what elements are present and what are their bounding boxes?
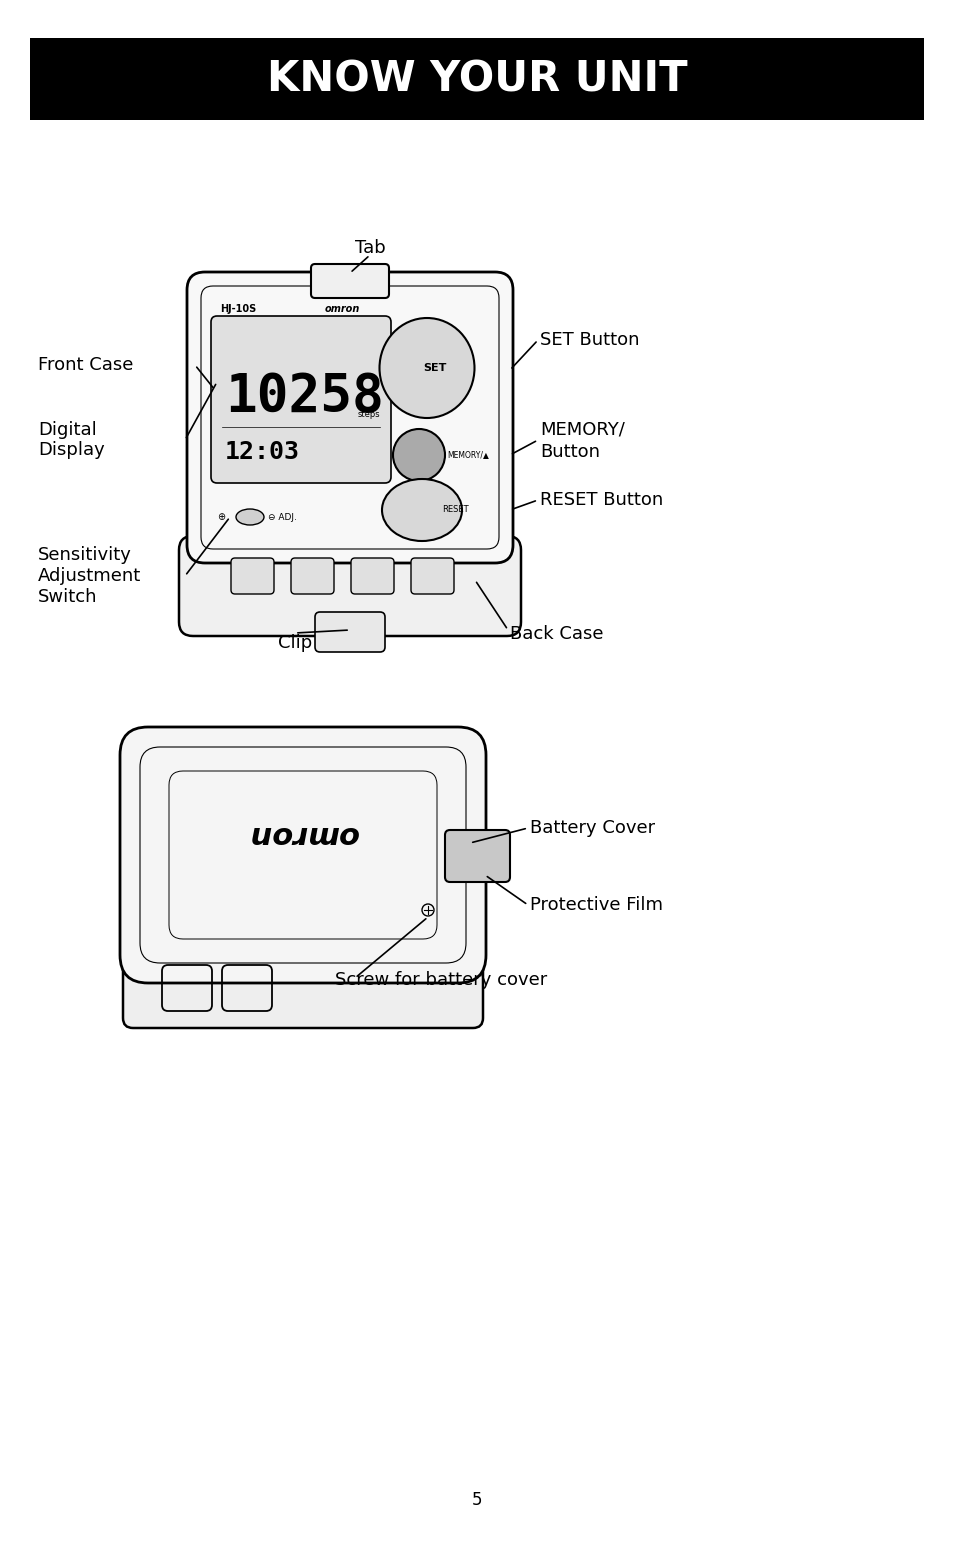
Text: steps: steps bbox=[357, 410, 379, 419]
Text: Clip: Clip bbox=[277, 634, 312, 652]
Text: SET: SET bbox=[423, 362, 446, 373]
Text: ⊖ ADJ.: ⊖ ADJ. bbox=[268, 512, 296, 521]
Text: 12:03: 12:03 bbox=[225, 439, 299, 464]
Text: omron: omron bbox=[325, 304, 360, 315]
Text: Front Case: Front Case bbox=[38, 356, 133, 375]
FancyBboxPatch shape bbox=[211, 316, 391, 483]
Text: Display: Display bbox=[38, 441, 105, 460]
Text: Battery Cover: Battery Cover bbox=[530, 819, 655, 837]
Circle shape bbox=[393, 429, 444, 481]
FancyBboxPatch shape bbox=[187, 271, 513, 563]
FancyBboxPatch shape bbox=[444, 830, 510, 882]
Text: Switch: Switch bbox=[38, 588, 97, 606]
Text: Back Case: Back Case bbox=[510, 625, 603, 643]
Text: omron: omron bbox=[248, 820, 358, 850]
FancyBboxPatch shape bbox=[123, 953, 482, 1029]
FancyBboxPatch shape bbox=[291, 558, 334, 594]
Text: 5: 5 bbox=[471, 1491, 482, 1510]
Text: MEMORY/: MEMORY/ bbox=[539, 421, 624, 439]
Text: HJ-10S: HJ-10S bbox=[220, 304, 256, 315]
Ellipse shape bbox=[235, 509, 264, 524]
Ellipse shape bbox=[379, 318, 474, 418]
Ellipse shape bbox=[381, 480, 461, 541]
Text: SET Button: SET Button bbox=[539, 332, 639, 348]
Text: RESET: RESET bbox=[441, 506, 468, 515]
FancyBboxPatch shape bbox=[179, 537, 520, 635]
Text: Sensitivity: Sensitivity bbox=[38, 546, 132, 564]
FancyBboxPatch shape bbox=[120, 726, 485, 982]
Text: MEMORY/▲: MEMORY/▲ bbox=[447, 450, 488, 460]
Text: Tab: Tab bbox=[355, 239, 385, 258]
Text: Protective Film: Protective Film bbox=[530, 896, 662, 914]
Text: Adjustment: Adjustment bbox=[38, 567, 141, 584]
Text: Digital: Digital bbox=[38, 421, 96, 439]
Text: ⊕: ⊕ bbox=[216, 512, 225, 523]
FancyBboxPatch shape bbox=[351, 558, 394, 594]
Text: Button: Button bbox=[539, 443, 599, 461]
FancyBboxPatch shape bbox=[231, 558, 274, 594]
Text: 10258: 10258 bbox=[225, 372, 383, 423]
FancyBboxPatch shape bbox=[314, 612, 385, 652]
Text: RESET Button: RESET Button bbox=[539, 490, 662, 509]
Text: Screw for battery cover: Screw for battery cover bbox=[335, 971, 547, 988]
FancyBboxPatch shape bbox=[311, 264, 389, 298]
Bar bbox=[30, 39, 923, 120]
FancyBboxPatch shape bbox=[411, 558, 454, 594]
Text: KNOW YOUR UNIT: KNOW YOUR UNIT bbox=[267, 59, 686, 100]
